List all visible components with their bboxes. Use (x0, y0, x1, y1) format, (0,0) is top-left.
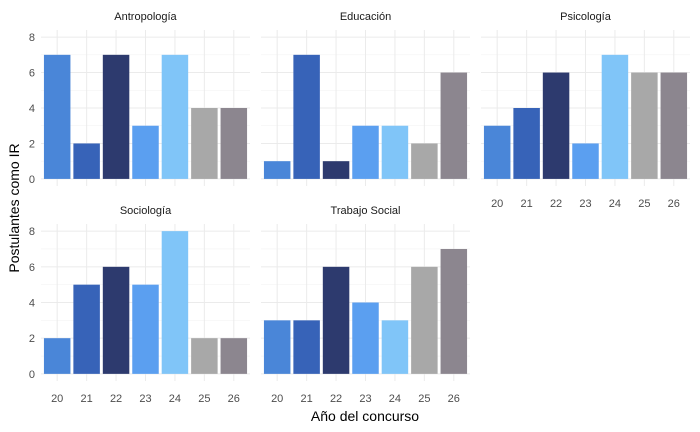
x-tick-label: 22 (550, 198, 562, 210)
bar (411, 143, 438, 179)
bar (631, 72, 658, 179)
bar (220, 108, 248, 179)
x-tick-label: 23 (139, 393, 151, 405)
facet-panel: Antropología 0 2 4 6 8 (29, 11, 250, 186)
x-tick-label: 20 (51, 393, 63, 405)
y-tick-label: 0 (29, 369, 35, 381)
bar (601, 54, 629, 179)
bar (440, 248, 468, 374)
x-tick-label: 21 (301, 393, 313, 405)
bar (220, 338, 248, 374)
bar (513, 108, 540, 179)
x-tick-label: 22 (330, 393, 342, 405)
bar (161, 54, 189, 179)
facet-panel: Trabajo Social 20 21 22 23 24 25 26 (261, 205, 470, 405)
bar (102, 54, 130, 179)
bar (43, 54, 71, 179)
bar (132, 284, 159, 374)
facet-title: Educación (340, 11, 391, 23)
bar (483, 125, 511, 179)
bar (191, 338, 218, 374)
y-tick-label: 6 (29, 68, 35, 80)
bar (542, 72, 570, 179)
facet-title: Trabajo Social (331, 205, 401, 217)
x-tick-label: 22 (110, 393, 122, 405)
bar (102, 266, 130, 374)
x-tick-label: 25 (198, 393, 210, 405)
x-axis-title: Año del concurso (311, 408, 419, 424)
y-tick-label: 8 (29, 32, 35, 44)
bar (381, 320, 409, 374)
bar (263, 161, 291, 179)
bar (161, 231, 189, 374)
y-axis-title: Postulantes como IR (6, 143, 22, 272)
bar (381, 125, 409, 179)
y-tick-label: 4 (29, 298, 35, 310)
y-tick-label: 8 (29, 226, 35, 238)
x-tick-label: 23 (579, 198, 591, 210)
facet-title: Antropología (114, 11, 177, 23)
y-tick-label: 0 (29, 174, 35, 186)
bar (322, 161, 350, 179)
x-tick-label: 20 (491, 198, 503, 210)
x-tick-label: 24 (609, 198, 621, 210)
x-tick-label: 25 (418, 393, 430, 405)
x-tick-label: 26 (228, 393, 240, 405)
bar (352, 125, 379, 179)
bar (352, 302, 379, 374)
bar (191, 108, 218, 179)
x-tick-label: 25 (638, 198, 650, 210)
bar (660, 72, 688, 179)
facet-panel: Educación (261, 11, 470, 186)
bar (73, 284, 100, 374)
bar (293, 54, 320, 179)
x-tick-label: 21 (521, 198, 533, 210)
bar (43, 338, 71, 374)
facet-title: Psicología (560, 11, 612, 23)
bar (293, 320, 320, 374)
y-tick-label: 4 (29, 103, 35, 115)
y-tick-label: 2 (29, 333, 35, 345)
bar (572, 143, 599, 179)
facet-panel: Psicología 20 21 22 23 24 25 26 (481, 11, 690, 210)
bar (73, 143, 100, 179)
y-tick-label: 2 (29, 138, 35, 150)
x-tick-label: 24 (389, 393, 401, 405)
bar (132, 125, 159, 179)
bar (440, 72, 468, 179)
x-tick-label: 24 (169, 393, 181, 405)
x-tick-label: 26 (668, 198, 680, 210)
x-tick-label: 20 (271, 393, 283, 405)
x-tick-label: 23 (359, 393, 371, 405)
facet-title: Sociología (120, 205, 172, 217)
x-tick-label: 21 (81, 393, 93, 405)
bar (322, 266, 350, 374)
bar (411, 266, 438, 374)
x-tick-label: 26 (448, 393, 460, 405)
y-tick-label: 6 (29, 262, 35, 274)
bar (263, 320, 291, 374)
